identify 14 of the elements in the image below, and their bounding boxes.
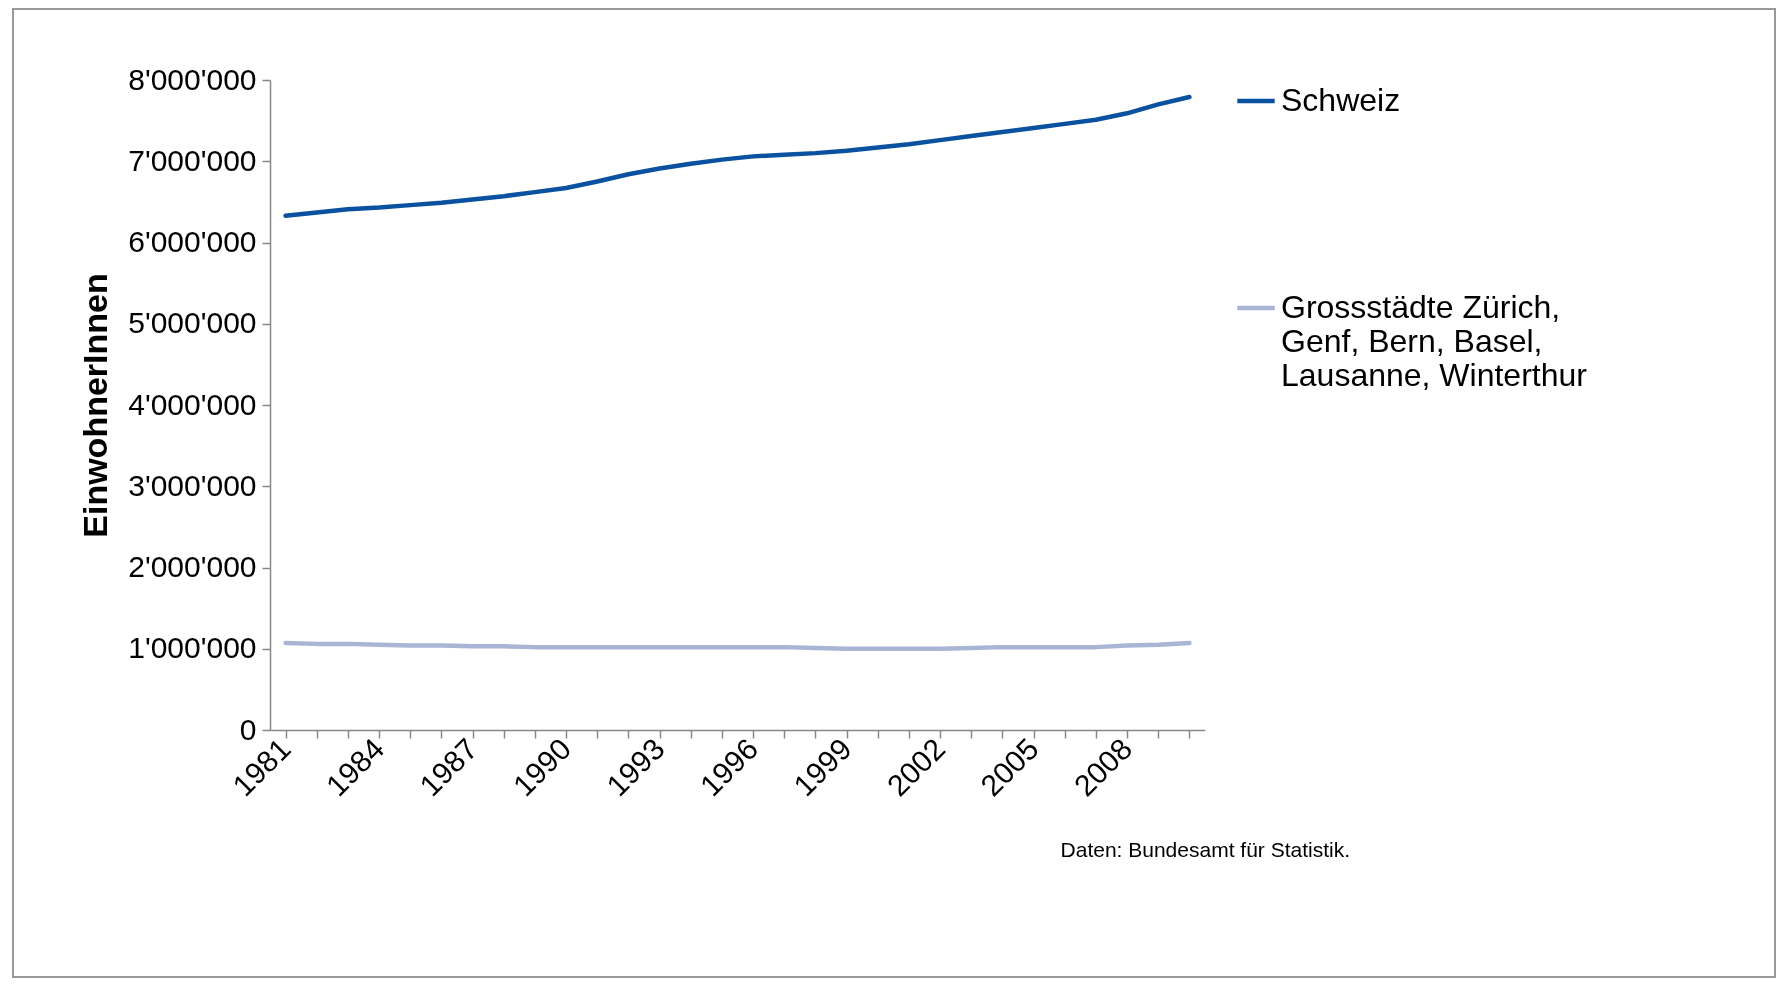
y-tick-label: 8'000'000	[128, 62, 257, 96]
y-tick-label: 7'000'000	[128, 143, 257, 177]
y-tick-label: 3'000'000	[128, 468, 257, 502]
legend-label: Schweiz	[1281, 82, 1401, 118]
y-tick-label: 6'000'000	[128, 225, 257, 258]
y-tick-label: 0	[239, 712, 257, 746]
y-tick-label: 2'000'000	[128, 550, 257, 583]
y-tick-label: 5'000'000	[128, 306, 257, 340]
legend-label: Grossstädte Zürich, Genf, Bern, Basel, Lausanne, Winterthur	[1281, 289, 1588, 393]
y-axis-title: EinwohnerInnen	[76, 273, 115, 538]
y-tick-label: 1'000'000	[128, 631, 257, 665]
line-series	[283, 94, 1192, 218]
text: Daten: Bundesamt für Statistik.	[1060, 838, 1350, 861]
y-tick-label: 4'000'000	[128, 387, 257, 421]
